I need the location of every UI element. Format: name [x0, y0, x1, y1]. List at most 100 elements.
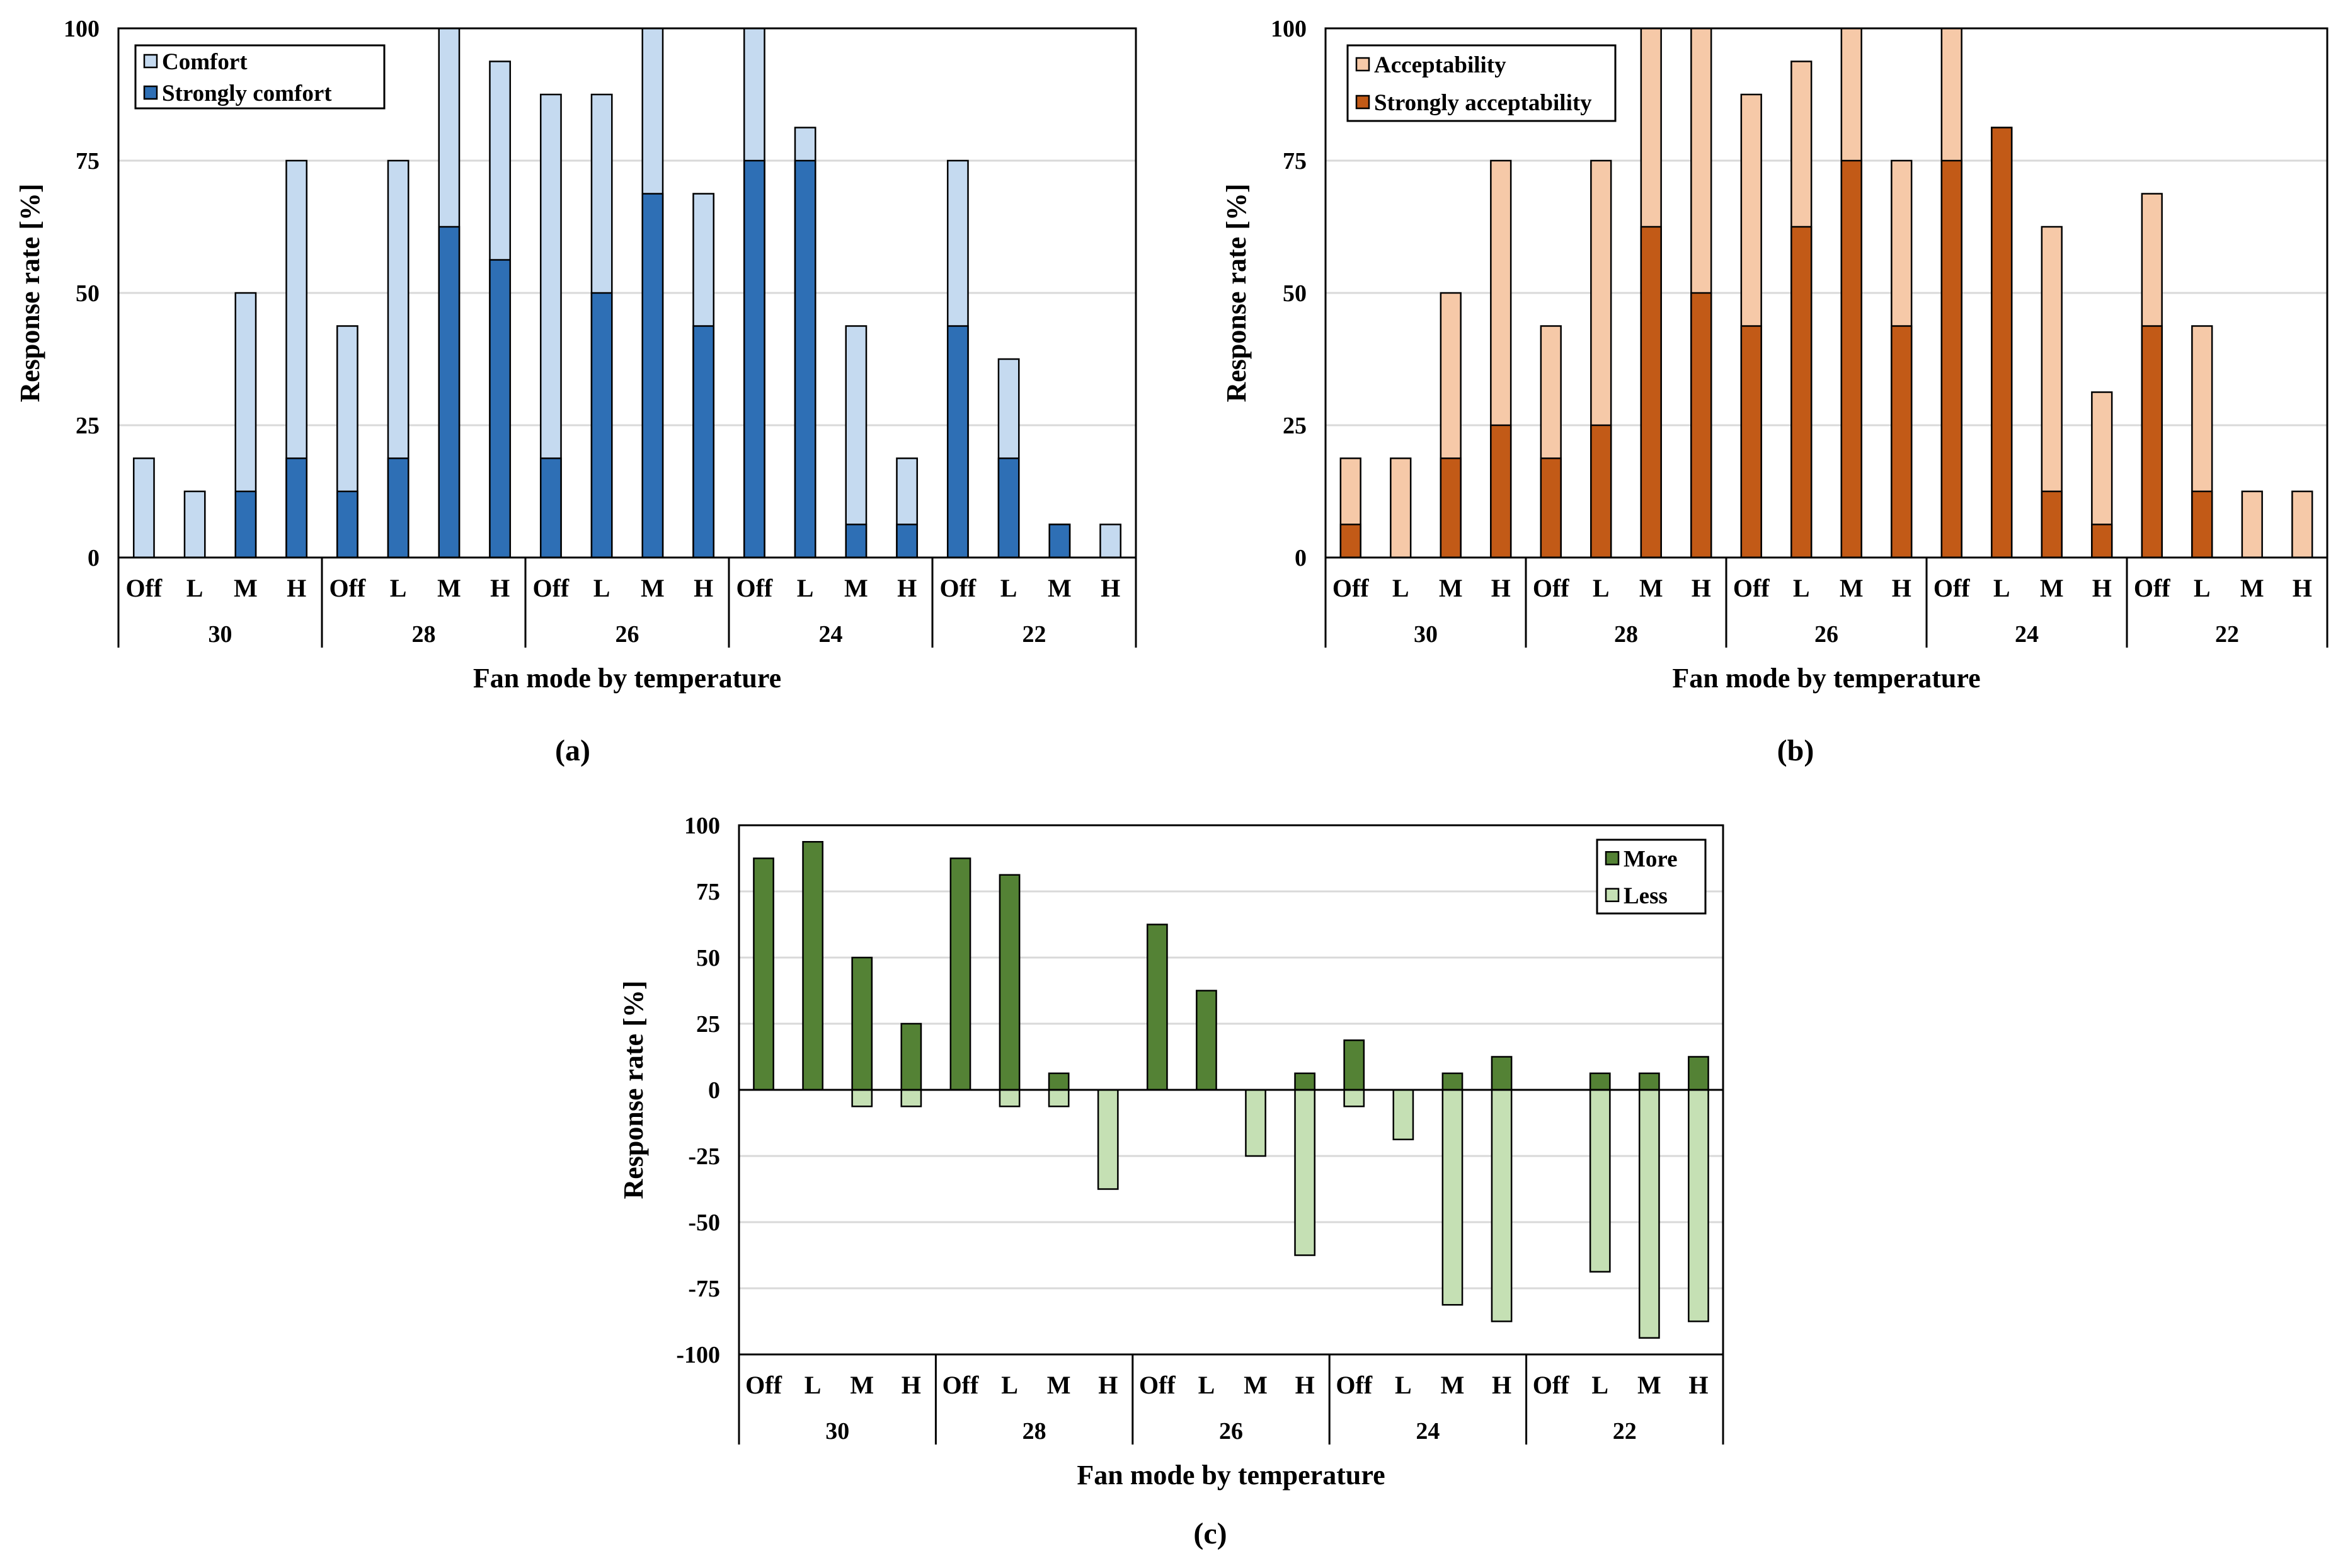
chart-2-bar-strongly-acceptability [1339, 524, 1361, 559]
chart-1-x-tick-label: L [390, 574, 407, 602]
chart-1-legend-swatch [143, 54, 158, 69]
chart-3-x-tick-label: Off [942, 1371, 979, 1399]
chart-3-x-tick-label: M [1244, 1371, 1268, 1399]
chart-2-bar-strongly-acceptability [1640, 226, 1662, 559]
chart-3-bar-less [1048, 1089, 1070, 1107]
chart-3-y-tick-label: -25 [688, 1143, 720, 1170]
chart-1-x-tick-label: M [234, 574, 258, 602]
chart-3-bar-less [999, 1089, 1021, 1107]
chart-2-x-tick-label: L [1392, 574, 1409, 602]
chart-3-legend-swatch [1605, 888, 1620, 902]
chart-3-bar-more [949, 857, 971, 1091]
chart-2-bar-acceptability [2291, 490, 2313, 559]
chart-3-bar-more [999, 874, 1021, 1091]
chart-1-x-tick-label: M [641, 574, 665, 602]
chart-2-legend-label: Strongly acceptability [1374, 90, 1592, 116]
chart-1-legend-box [134, 44, 386, 110]
chart-3-x-axis-title: Fan mode by temperature [1077, 1460, 1385, 1491]
chart-3-x-tick-label: Off [745, 1371, 782, 1399]
chart-3-x-tick-label: M [1047, 1371, 1071, 1399]
chart-1-bar-strongly-comfort [285, 457, 308, 559]
chart-2-bar-strongly-acceptability [1690, 292, 1712, 559]
chart-3-group-label: 22 [1613, 1418, 1637, 1445]
chart-3-x-tick-label: H [902, 1371, 921, 1399]
chart-1-x-tick-label: Off [939, 574, 976, 602]
chart-1-y-tick-label: 25 [76, 413, 100, 439]
chart-1-x-tick-label: Off [532, 574, 569, 602]
chart-2-x-tick-label: M [2240, 574, 2264, 602]
chart-2-x-tick-label: L [2194, 574, 2211, 602]
chart-2-bar-strongly-acceptability [1940, 159, 1962, 559]
chart-3-x-tick-label: L [1001, 1371, 1018, 1399]
chart-2-group-label: 24 [2015, 621, 2039, 648]
chart-3-bar-more [1638, 1072, 1660, 1091]
chart-3-y-tick-label: 25 [696, 1011, 720, 1038]
chart-2-bar-strongly-acceptability [1740, 325, 1762, 559]
chart-3-bar-more [1146, 924, 1168, 1091]
chart-3-group-label: 28 [1023, 1418, 1046, 1445]
chart-3-bar-more [900, 1022, 922, 1091]
chart-2-bar-strongly-acceptability [2141, 325, 2163, 559]
chart-2-x-tick-label: L [1593, 574, 1610, 602]
chart-3-x-tick-label: H [1688, 1371, 1708, 1399]
chart-2-x-tick-label: M [1439, 574, 1463, 602]
chart-2-y-tick-label: 0 [1295, 545, 1307, 571]
chart-1-y-tick-label: 0 [88, 545, 100, 571]
chart-2-bar-strongly-acceptability [1790, 226, 1813, 559]
chart-1-x-tick-label: H [1101, 574, 1120, 602]
chart-1-x-tick-label: H [694, 574, 713, 602]
chart-3-y-tick-label: -50 [688, 1210, 720, 1236]
chart-3-bar-less [1097, 1089, 1119, 1190]
chart-3-bar-more [1343, 1039, 1365, 1091]
chart-2-y-tick-label: 75 [1283, 148, 1307, 175]
chart-2-legend-box [1346, 44, 1617, 122]
chart-2-y-tick-label: 50 [1283, 280, 1307, 307]
chart-1-legend-swatch [143, 85, 158, 100]
chart-3-y-tick-label: 0 [708, 1077, 720, 1104]
chart-1-y-tick-label: 75 [76, 148, 100, 175]
chart-1-bar-comfort [1099, 524, 1122, 559]
chart-2-x-tick-label: H [2293, 574, 2312, 602]
chart-3-bar-less [1441, 1089, 1464, 1306]
chart-2-x-tick-label: Off [1933, 574, 1970, 602]
chart-2-bar-strongly-acceptability [1840, 159, 1862, 559]
chart-2-bar-strongly-acceptability [1540, 457, 1562, 559]
chart-1-x-tick-label: L [186, 574, 203, 602]
chart-3-x-tick-label: Off [1139, 1371, 1176, 1399]
chart-1-x-axis-title: Fan mode by temperature [473, 663, 781, 694]
chart-1-bar-comfort [132, 457, 155, 559]
chart-1-y-axis-title: Response rate [%] [14, 183, 45, 402]
chart-3-x-tick-label: M [1441, 1371, 1465, 1399]
chart-2-x-tick-label: L [1793, 574, 1810, 602]
chart-1-x-tick-label: L [797, 574, 814, 602]
chart-3-bar-less [1688, 1089, 1709, 1322]
chart-2-bar-acceptability [2241, 490, 2263, 559]
chart-1-group-label: 28 [412, 621, 436, 648]
chart-1-x-tick-label: H [490, 574, 510, 602]
chart-3-x-tick-label: H [1492, 1371, 1511, 1399]
chart-3-y-tick-label: 100 [684, 813, 720, 839]
chart-2-x-tick-label: Off [1733, 574, 1770, 602]
chart-1-bar-strongly-comfort [234, 490, 257, 559]
chart-3-group-label: 30 [825, 1418, 849, 1445]
chart-1-bar-strongly-comfort [336, 490, 358, 559]
chart-1-x-tick-label: Off [329, 574, 365, 602]
chart-3-y-tick-label: -75 [688, 1276, 720, 1302]
panel-label-b: (b) [1777, 734, 1814, 767]
chart-1-group-label: 26 [616, 621, 639, 648]
chart-1-x-tick-label: M [844, 574, 868, 602]
chart-2-x-tick-label: Off [1533, 574, 1569, 602]
chart-2-bar-strongly-acceptability [1891, 325, 1913, 559]
chart-2-group-label: 22 [2215, 621, 2239, 648]
chart-3-legend-label: Less [1624, 883, 1668, 909]
chart-2-y-tick-label: 100 [1271, 16, 1307, 42]
chart-1-bar-strongly-comfort [743, 159, 765, 559]
chart-3-x-tick-label: M [850, 1371, 874, 1399]
chart-2-x-tick-label: H [2092, 574, 2112, 602]
chart-1-group-label: 24 [819, 621, 843, 648]
chart-3-bar-less [1392, 1089, 1414, 1140]
chart-2-legend-swatch [1355, 94, 1370, 110]
chart-1-x-tick-label: L [593, 574, 610, 602]
chart-2-x-tick-label: H [1692, 574, 1711, 602]
